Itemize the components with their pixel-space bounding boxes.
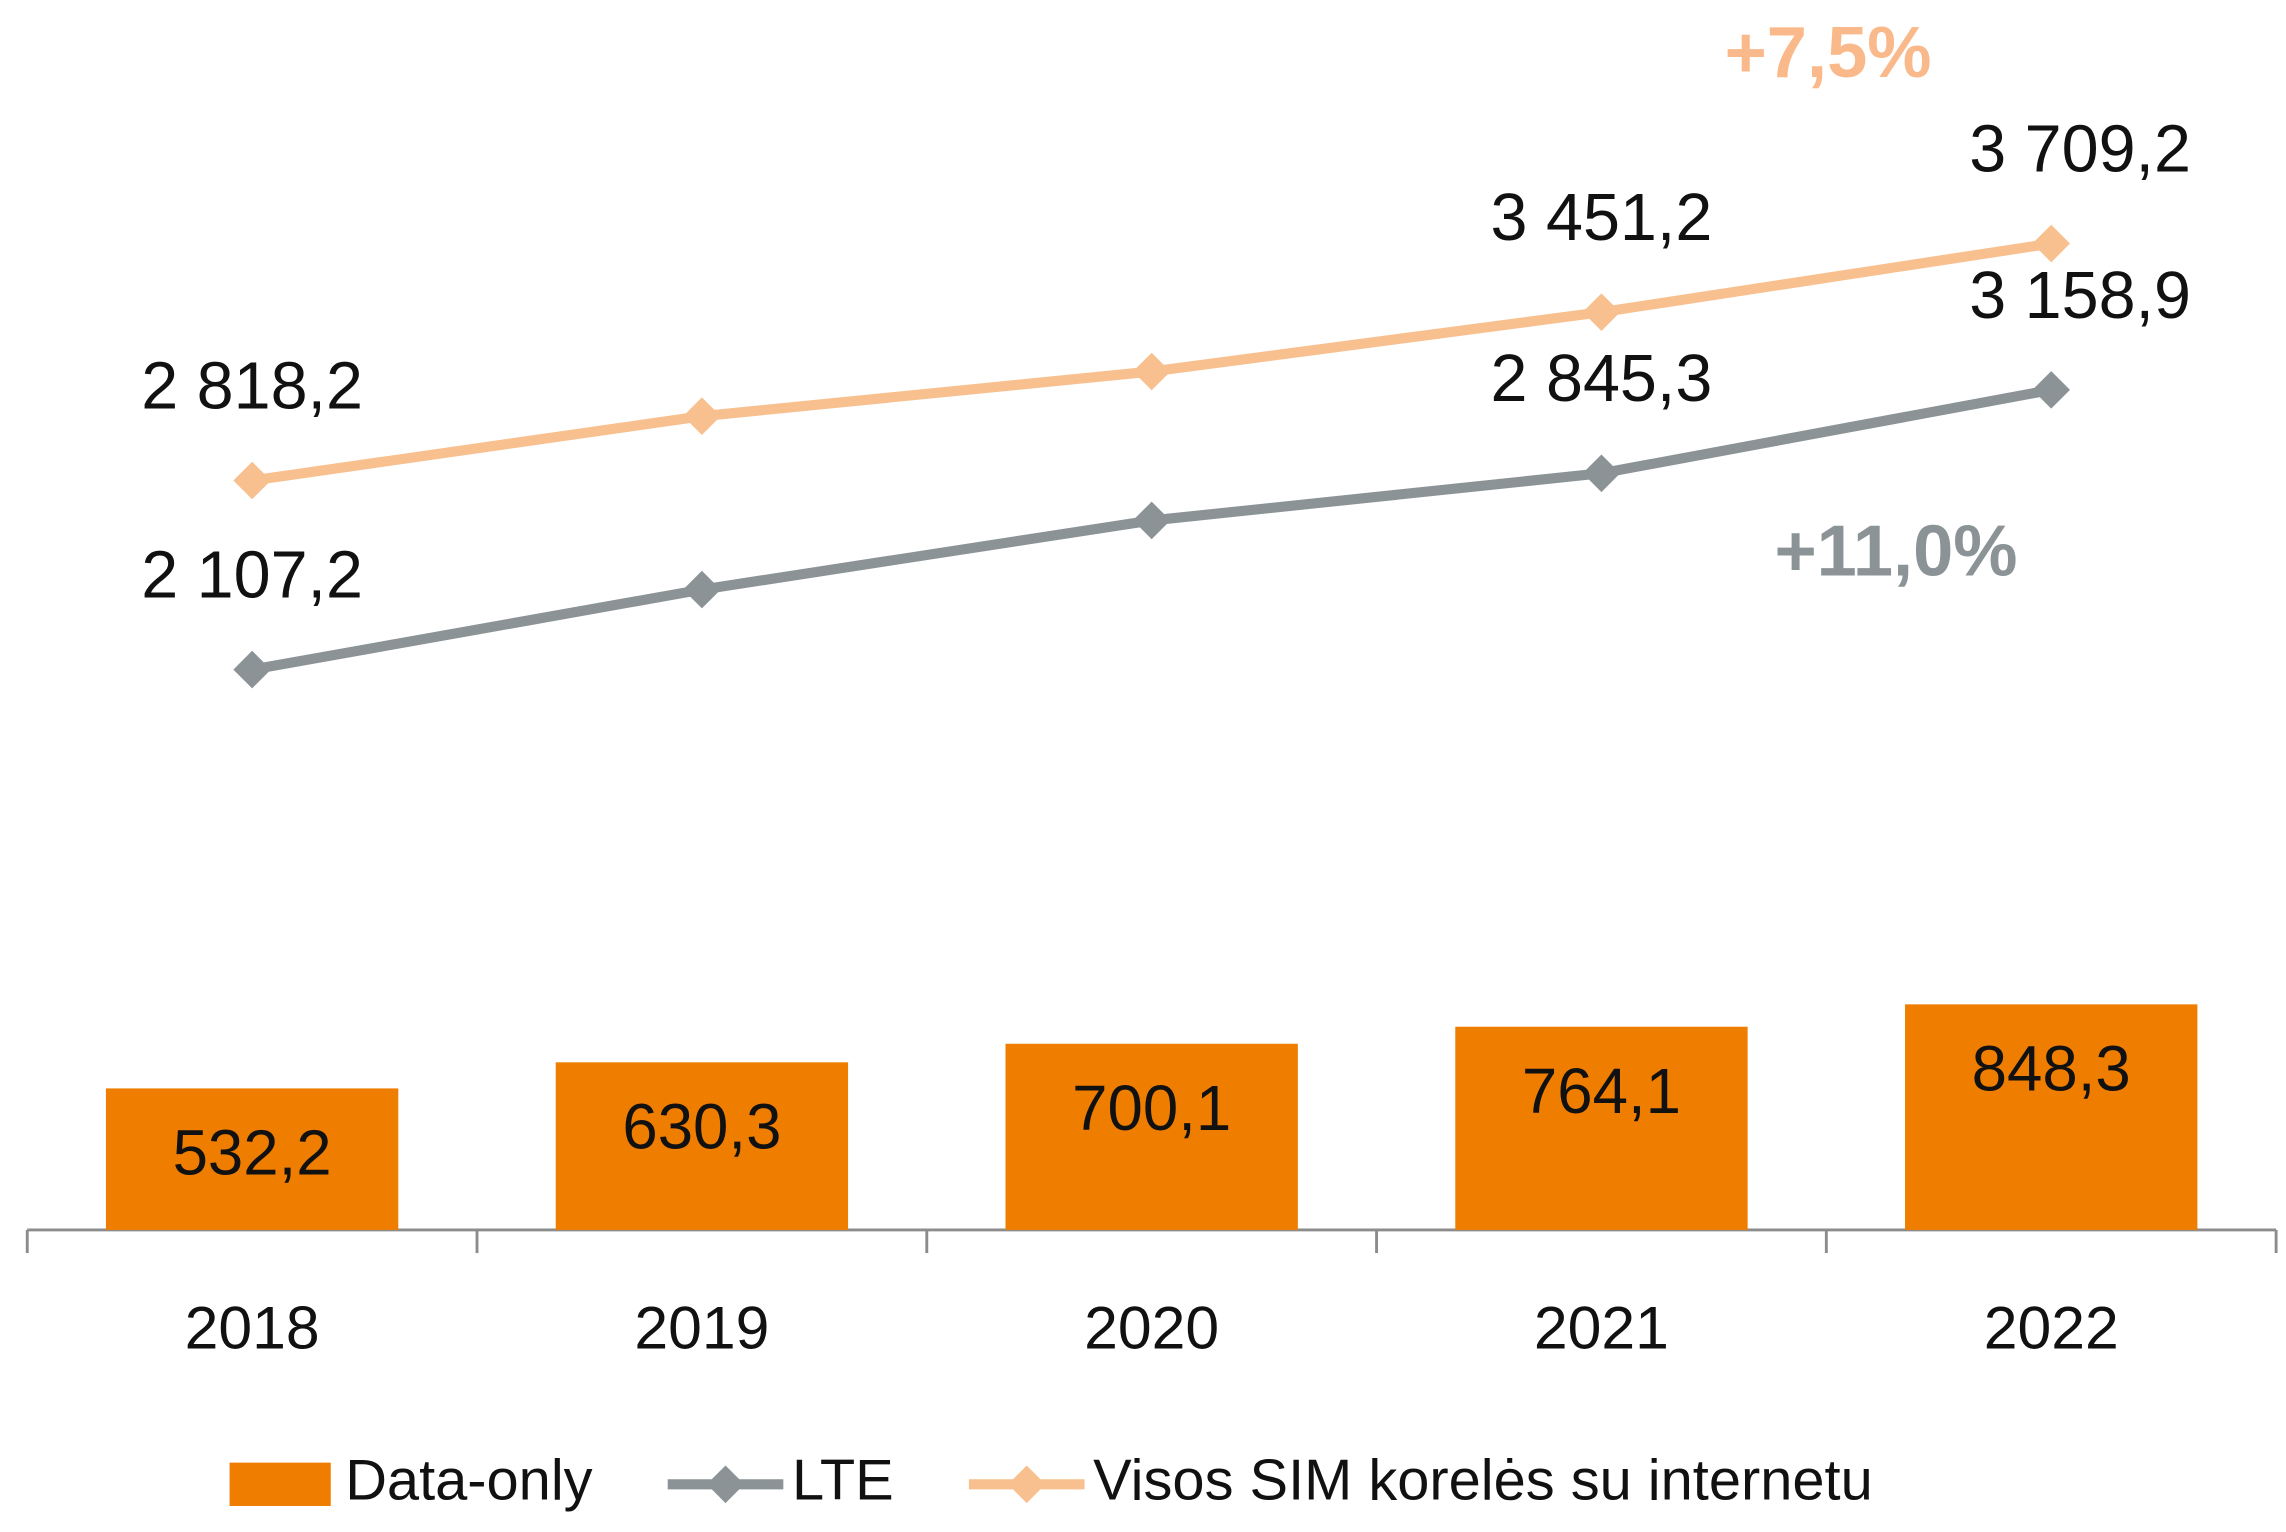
line-value-label: 3 709,2 bbox=[1969, 112, 2191, 186]
bar bbox=[555, 1062, 849, 1230]
line-value-label: 3 451,2 bbox=[1491, 181, 1713, 255]
bar-value-label: 630,3 bbox=[622, 1091, 781, 1162]
bar bbox=[1005, 1043, 1298, 1230]
x-tick-label: 2020 bbox=[1084, 1294, 1219, 1362]
line-marker bbox=[683, 397, 721, 435]
legend-label: Visos SIM korelės su internetu bbox=[1093, 1449, 1873, 1513]
bar-value-label: 532,2 bbox=[173, 1118, 332, 1189]
line-marker bbox=[1582, 454, 1621, 493]
x-tick-label: 2021 bbox=[1534, 1294, 1669, 1362]
line-marker bbox=[233, 461, 271, 500]
line-marker bbox=[233, 650, 271, 689]
x-tick-label: 2019 bbox=[634, 1294, 769, 1362]
legend-label: Data-only bbox=[345, 1449, 592, 1513]
bar-value-label: 700,1 bbox=[1072, 1073, 1231, 1144]
x-tick-label: 2018 bbox=[185, 1294, 320, 1362]
line-marker bbox=[683, 570, 721, 609]
line-value-label: 2 845,3 bbox=[1491, 342, 1713, 416]
line-marker bbox=[2032, 371, 2071, 409]
legend-marker bbox=[706, 1465, 745, 1504]
bar-value-label: 848,3 bbox=[1972, 1034, 2131, 1105]
bar bbox=[1455, 1026, 1748, 1230]
annotation: +11,0% bbox=[1774, 512, 2017, 592]
line-value-label: 3 158,9 bbox=[1969, 259, 2191, 333]
bar bbox=[1905, 1004, 2198, 1230]
annotation: +7,5% bbox=[1725, 13, 1932, 93]
line-marker bbox=[1132, 501, 1171, 540]
line-marker bbox=[1132, 352, 1171, 391]
line-marker bbox=[2032, 224, 2071, 263]
legend-swatch bbox=[229, 1462, 331, 1506]
line-value-label: 2 818,2 bbox=[141, 349, 363, 423]
legend-label: LTE bbox=[792, 1449, 894, 1513]
line-marker bbox=[1582, 293, 1621, 331]
bar-value-label: 764,1 bbox=[1522, 1056, 1681, 1127]
legend-marker bbox=[1007, 1465, 1046, 1504]
x-tick-label: 2022 bbox=[1984, 1294, 2119, 1362]
bar bbox=[105, 1088, 399, 1230]
line-value-label: 2 107,2 bbox=[141, 539, 363, 613]
